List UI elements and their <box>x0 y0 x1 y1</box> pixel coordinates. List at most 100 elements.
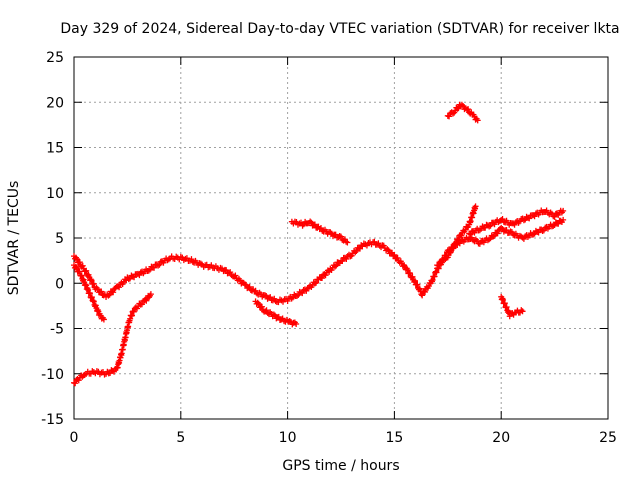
data-point <box>416 285 423 292</box>
y-tick-label: 25 <box>46 50 64 66</box>
data-point <box>270 311 277 318</box>
data-point <box>456 240 463 247</box>
data-point <box>286 317 293 324</box>
y-tick-label: -15 <box>41 412 64 428</box>
data-point <box>313 279 320 286</box>
data-point <box>293 320 300 327</box>
data-point <box>100 316 107 323</box>
data-point <box>125 276 132 283</box>
data-point <box>272 298 279 305</box>
data-point <box>73 255 80 262</box>
data-point <box>145 267 152 274</box>
data-point <box>87 276 94 283</box>
data-point <box>476 240 483 247</box>
data-point <box>339 258 346 265</box>
data-point <box>299 290 306 297</box>
data-point <box>258 303 265 310</box>
data-point <box>520 217 527 224</box>
data-point <box>105 292 112 299</box>
x-tick-label: 15 <box>385 430 403 446</box>
data-point <box>458 232 465 239</box>
data-point <box>343 238 350 245</box>
data-point <box>458 101 465 108</box>
data-point <box>300 287 307 294</box>
data-point <box>73 265 80 272</box>
data-point <box>332 263 339 270</box>
data-point <box>293 292 300 299</box>
data-point <box>267 294 274 301</box>
data-point <box>143 297 150 304</box>
series-arc-low <box>71 291 154 387</box>
data-point <box>530 231 537 238</box>
data-point <box>155 262 162 269</box>
data-point <box>188 256 195 263</box>
data-point <box>540 227 547 234</box>
series-arc-dip <box>252 298 300 328</box>
y-axis-label: SDTVAR / TECUs <box>6 181 22 296</box>
data-point <box>131 274 138 281</box>
x-tick-label: 20 <box>492 430 510 446</box>
data-point <box>246 283 253 290</box>
data-point <box>72 254 79 261</box>
data-point <box>384 246 391 253</box>
data-point <box>130 308 137 315</box>
data-point <box>560 207 567 214</box>
data-point <box>547 209 554 216</box>
data-point <box>486 236 493 243</box>
data-point <box>76 259 83 266</box>
data-point <box>327 229 334 236</box>
data-point <box>407 270 414 277</box>
data-point <box>506 313 513 320</box>
y-tick-label: 15 <box>46 141 64 157</box>
data-point <box>394 254 401 261</box>
data-point <box>470 237 477 244</box>
x-tick-label: 0 <box>70 430 79 446</box>
data-point <box>148 263 155 270</box>
series-arc-peak <box>444 101 481 124</box>
data-point <box>526 215 533 222</box>
data-point <box>454 237 461 244</box>
axis-ticks <box>73 56 609 420</box>
data-point <box>500 218 507 225</box>
data-point <box>494 230 501 237</box>
y-tick-label: 20 <box>46 95 64 111</box>
data-point <box>227 269 234 276</box>
data-point <box>241 281 248 288</box>
data-point <box>542 224 549 231</box>
data-point <box>263 307 270 314</box>
data-point <box>189 258 196 265</box>
data-point <box>317 225 324 232</box>
data-point <box>197 260 204 267</box>
data-point <box>498 224 505 231</box>
data-point <box>435 262 442 269</box>
data-point <box>254 299 261 306</box>
data-point <box>474 117 481 124</box>
data-point <box>138 301 145 308</box>
data-point <box>137 269 144 276</box>
y-tick-label: 10 <box>46 186 64 202</box>
data-point <box>503 226 510 233</box>
data-point <box>551 213 558 220</box>
x-axis-label: GPS time / hours <box>282 458 399 474</box>
data-point <box>220 268 227 275</box>
data-point <box>116 284 123 291</box>
data-point <box>307 218 314 225</box>
series-arc-neg <box>498 293 526 320</box>
data-point <box>90 280 97 287</box>
data-point <box>535 229 542 236</box>
data-point <box>352 249 359 256</box>
series-arc-mid <box>288 218 351 246</box>
series-arc-main <box>71 216 567 306</box>
data-point <box>519 308 526 315</box>
data-point <box>409 273 416 280</box>
data-point <box>467 231 474 238</box>
data-point <box>499 216 506 223</box>
data-point <box>261 292 268 299</box>
data-point <box>72 380 79 387</box>
data-point <box>338 233 344 240</box>
data-point <box>343 255 350 262</box>
data-point <box>391 251 398 258</box>
data-point <box>311 221 318 228</box>
data-point <box>449 110 456 117</box>
data-point <box>319 227 326 234</box>
